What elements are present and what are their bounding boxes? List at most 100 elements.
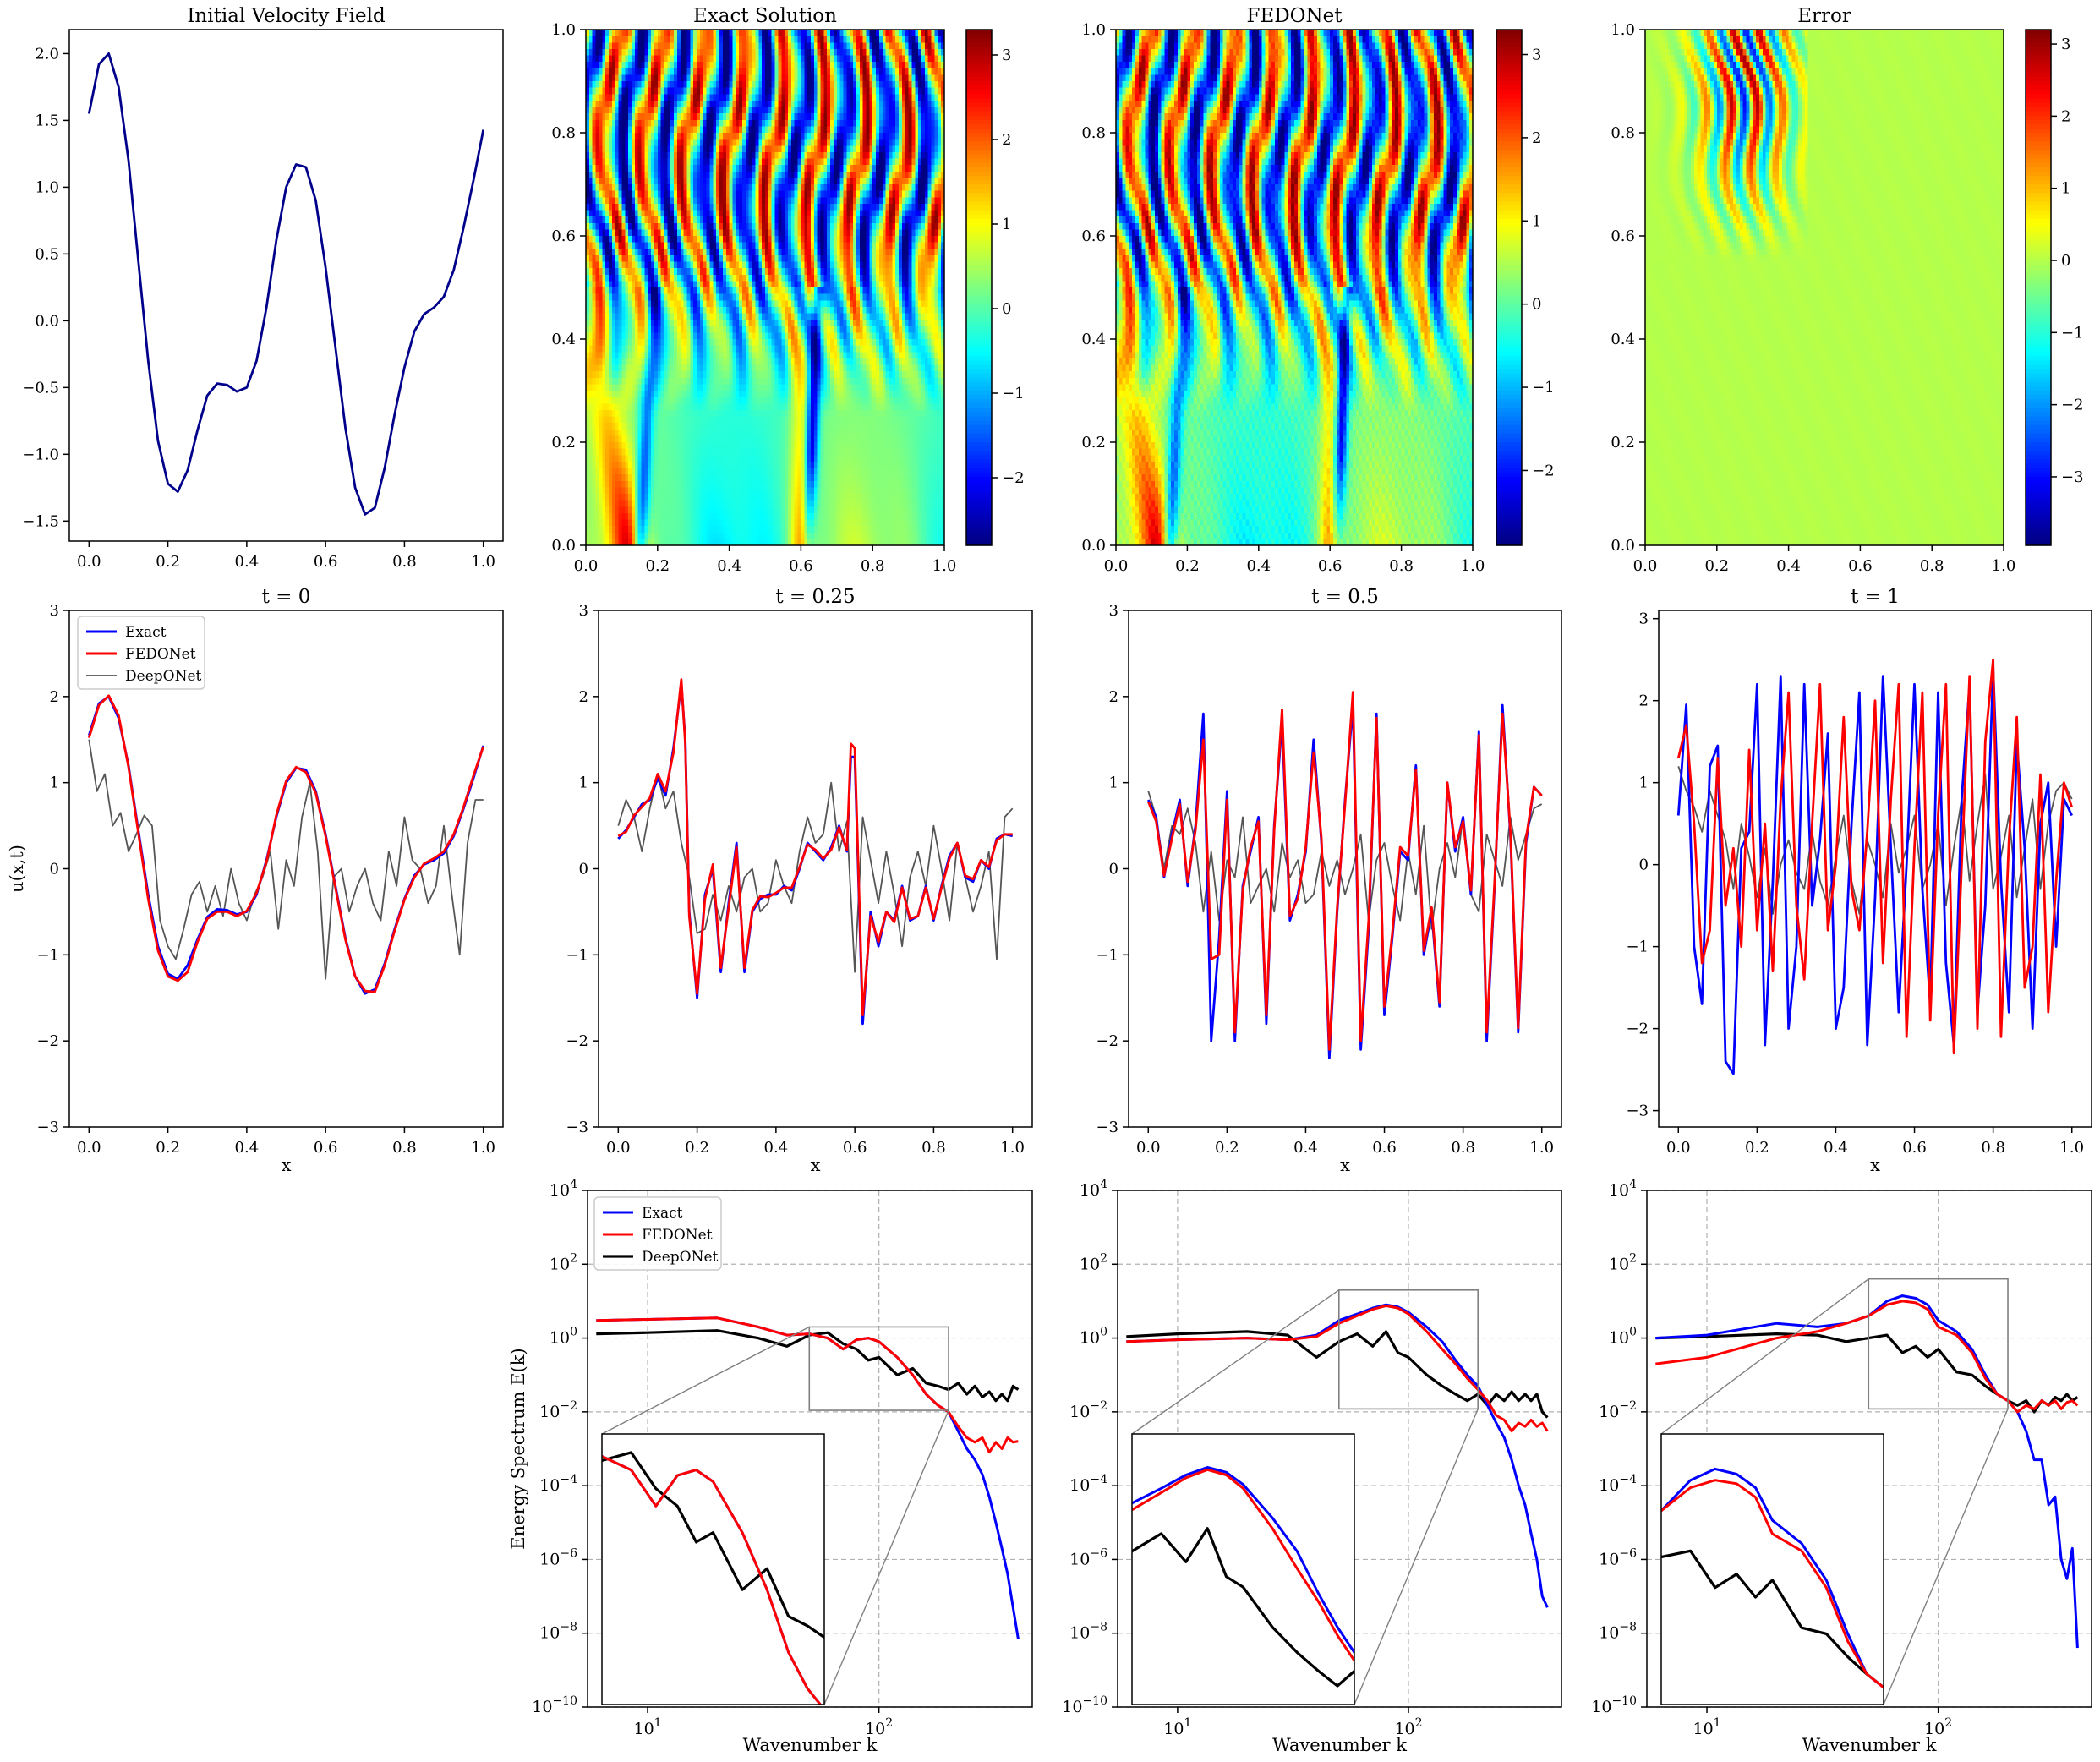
heatmap-cell bbox=[768, 119, 773, 127]
heatmap-cell bbox=[931, 74, 936, 82]
heatmap-cell bbox=[797, 300, 801, 308]
heatmap-cell bbox=[882, 42, 887, 50]
heatmap-cell bbox=[618, 242, 622, 249]
heatmap-cell bbox=[807, 55, 812, 63]
heatmap-cell bbox=[876, 94, 880, 101]
heatmap-cell bbox=[872, 55, 877, 63]
heatmap-cell bbox=[790, 190, 796, 198]
heatmap-cell bbox=[628, 268, 632, 276]
heatmap-cell bbox=[732, 42, 736, 50]
heatmap-cell bbox=[921, 281, 926, 288]
heatmap-cell bbox=[771, 300, 776, 308]
heatmap-cell bbox=[866, 242, 870, 249]
heatmap-cell bbox=[794, 274, 799, 282]
heatmap-cell bbox=[924, 74, 929, 82]
heatmap-cell bbox=[915, 94, 919, 101]
heatmap-cell bbox=[736, 190, 740, 198]
heatmap-cell bbox=[817, 229, 822, 237]
heatmap-cell bbox=[794, 107, 799, 114]
heatmap-cell bbox=[810, 139, 815, 146]
heatmap-cell bbox=[862, 48, 867, 57]
heatmap-cell bbox=[797, 139, 801, 146]
heatmap-cell bbox=[611, 68, 616, 75]
heatmap-cell bbox=[637, 81, 643, 89]
heatmap-cell bbox=[641, 313, 645, 320]
heatmap-cell bbox=[882, 242, 887, 249]
heatmap-cell bbox=[722, 281, 727, 288]
heatmap-cell bbox=[899, 306, 903, 315]
heatmap-cell bbox=[895, 203, 900, 211]
heatmap-cell bbox=[595, 274, 600, 282]
heatmap-cell bbox=[878, 171, 883, 178]
heatmap-cell bbox=[794, 87, 799, 95]
heatmap-cell bbox=[686, 94, 691, 101]
heatmap-cell bbox=[755, 216, 759, 224]
heatmap-cell bbox=[703, 139, 708, 146]
heatmap-cell bbox=[644, 107, 648, 114]
heatmap-cell bbox=[938, 165, 942, 172]
heatmap-cell bbox=[713, 81, 717, 89]
heatmap-cell bbox=[823, 145, 828, 153]
heatmap-cell bbox=[752, 158, 757, 166]
heatmap-cell bbox=[742, 151, 746, 160]
heatmap-cell bbox=[876, 184, 880, 192]
heatmap-cell bbox=[869, 100, 873, 108]
heatmap-cell bbox=[706, 249, 711, 256]
heatmap-cell bbox=[686, 55, 691, 63]
heatmap-cell bbox=[915, 171, 919, 178]
heatmap-cell bbox=[588, 216, 593, 224]
heatmap-cell bbox=[739, 145, 743, 153]
heatmap-cell bbox=[801, 210, 805, 217]
heatmap-cell bbox=[641, 126, 645, 134]
heatmap-cell bbox=[742, 139, 746, 146]
heatmap-cell bbox=[885, 287, 890, 295]
heatmap-cell bbox=[941, 62, 945, 69]
heatmap-cell bbox=[736, 261, 740, 269]
heatmap-cell bbox=[697, 126, 701, 134]
heatmap-cell bbox=[921, 94, 926, 101]
heatmap-cell bbox=[781, 30, 785, 37]
heatmap-cell bbox=[850, 81, 854, 89]
heatmap-cell bbox=[905, 100, 910, 108]
heatmap-cell bbox=[755, 274, 759, 282]
heatmap-cell bbox=[817, 87, 822, 95]
heatmap-cell bbox=[862, 74, 867, 82]
heatmap-cell bbox=[693, 249, 697, 256]
heatmap-cell bbox=[787, 87, 792, 95]
heatmap-cell bbox=[605, 126, 610, 134]
heatmap-cell bbox=[758, 178, 763, 185]
heatmap-cell bbox=[924, 281, 929, 288]
heatmap-cell bbox=[856, 261, 861, 269]
heatmap-cell bbox=[752, 190, 757, 198]
heatmap-cell bbox=[908, 306, 913, 315]
heatmap-cell bbox=[938, 203, 942, 211]
heatmap-cell bbox=[856, 62, 861, 69]
heatmap-cell bbox=[768, 74, 773, 82]
heatmap-cell bbox=[797, 145, 801, 153]
heatmap-cell bbox=[736, 229, 740, 237]
heatmap-cell bbox=[625, 42, 629, 50]
heatmap-cell bbox=[739, 178, 743, 185]
heatmap-cell bbox=[774, 139, 779, 146]
heatmap-cell bbox=[586, 55, 590, 63]
heatmap-cell bbox=[924, 139, 929, 146]
heatmap-cell bbox=[774, 133, 779, 140]
heatmap-cell bbox=[615, 293, 620, 301]
heatmap-cell bbox=[648, 55, 652, 63]
heatmap-cell bbox=[686, 236, 691, 244]
heatmap-cell bbox=[670, 107, 675, 114]
heatmap-cell bbox=[722, 113, 727, 121]
heatmap-cell bbox=[676, 242, 681, 249]
heatmap-cell bbox=[628, 126, 632, 134]
heatmap-cell bbox=[736, 68, 740, 75]
heatmap-cell bbox=[830, 274, 834, 282]
heatmap-cell bbox=[931, 242, 936, 249]
heatmap-cell bbox=[719, 281, 724, 288]
heatmap-cell bbox=[918, 229, 922, 237]
heatmap-cell bbox=[820, 287, 824, 295]
heatmap-cell bbox=[774, 94, 779, 101]
heatmap-cell bbox=[765, 306, 769, 315]
heatmap-cell bbox=[876, 151, 880, 160]
heatmap-cell bbox=[774, 113, 779, 121]
heatmap-cell bbox=[778, 55, 782, 63]
